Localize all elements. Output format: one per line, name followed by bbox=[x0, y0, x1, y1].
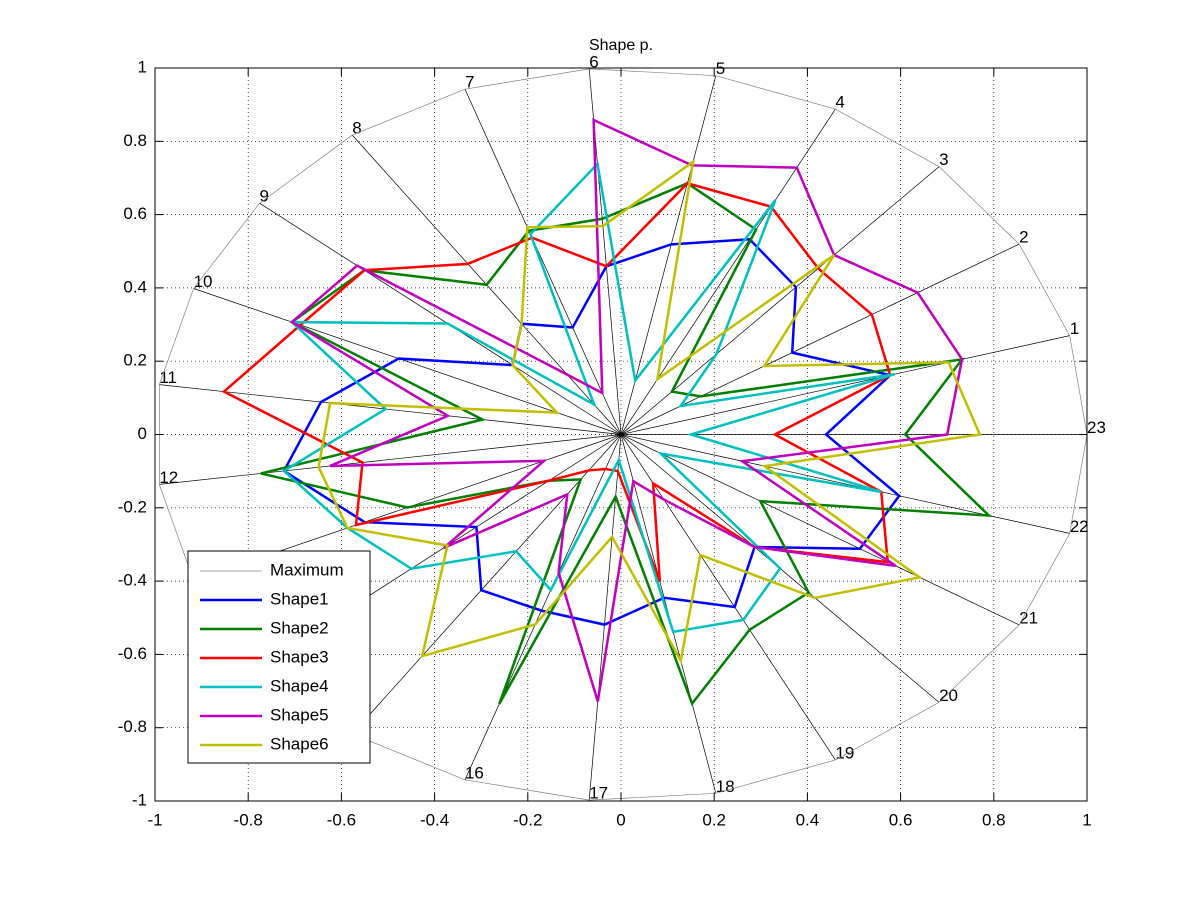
spoke-label: 9 bbox=[260, 187, 269, 206]
x-tick-label: 0.2 bbox=[702, 810, 726, 829]
legend: Maximum Shape1 Shape2 Shape3 Shape4 Shape5 Sha… bbox=[187, 550, 371, 764]
y-tick-label: 0.4 bbox=[123, 277, 147, 296]
legend-label: Maximum bbox=[270, 560, 344, 579]
spoke-label: 16 bbox=[465, 763, 484, 782]
y-tick-label: 0.6 bbox=[123, 204, 147, 223]
series-line bbox=[289, 118, 964, 702]
series-line bbox=[281, 161, 896, 634]
legend-label: Shape4 bbox=[270, 676, 329, 695]
y-tick-label: -0.2 bbox=[118, 497, 147, 516]
spoke bbox=[193, 288, 622, 435]
series-line bbox=[317, 159, 982, 665]
spoke-label: 6 bbox=[589, 52, 598, 71]
x-tick-label: -0.6 bbox=[327, 810, 356, 829]
plot-area: 1234567891011121314151617181920212223 bbox=[158, 52, 1106, 803]
legend-label: Shape6 bbox=[270, 734, 329, 753]
spoke-label: 19 bbox=[835, 743, 854, 762]
spoke-label: 22 bbox=[1070, 517, 1089, 536]
spoke bbox=[259, 202, 622, 435]
x-tick-label: -1 bbox=[147, 810, 162, 829]
chart-title: Shape p. bbox=[589, 37, 653, 54]
series-line bbox=[282, 237, 901, 626]
spoke-label: 21 bbox=[1019, 608, 1038, 627]
spoke bbox=[352, 434, 622, 735]
x-tick-label: 0.8 bbox=[982, 810, 1006, 829]
spoke-label: 20 bbox=[939, 686, 958, 705]
spoke-label: 1 bbox=[1070, 319, 1079, 338]
spoke bbox=[620, 75, 717, 435]
spoke-label: 17 bbox=[589, 784, 608, 803]
x-tick-label: 0.6 bbox=[889, 810, 913, 829]
x-tick-label: 0 bbox=[616, 810, 625, 829]
series-line bbox=[158, 68, 1088, 801]
spoke bbox=[464, 434, 622, 780]
spoke bbox=[620, 335, 1070, 435]
spoke-label: 3 bbox=[939, 150, 948, 169]
spoke bbox=[620, 434, 1070, 534]
legend-label: Shape2 bbox=[270, 618, 329, 637]
spoke-label: 23 bbox=[1087, 418, 1106, 437]
x-tick-label: -0.2 bbox=[513, 810, 542, 829]
spoke-label: 7 bbox=[465, 73, 474, 92]
spoke-label: 12 bbox=[159, 468, 178, 487]
spoke-label: 4 bbox=[835, 93, 844, 112]
y-tick-label: -0.6 bbox=[118, 644, 147, 663]
spoke bbox=[620, 434, 836, 761]
legend-label: Shape5 bbox=[270, 705, 329, 724]
spoke-label: 5 bbox=[716, 59, 725, 78]
legend-label: Shape3 bbox=[270, 647, 329, 666]
x-tick-label: 0.4 bbox=[796, 810, 820, 829]
legend-label: Shape1 bbox=[270, 589, 329, 608]
x-tick-label: -0.8 bbox=[234, 810, 263, 829]
spoke bbox=[159, 434, 622, 485]
spoke bbox=[620, 434, 1020, 626]
spoke-label: 18 bbox=[716, 777, 735, 796]
x-tick-label: 1 bbox=[1082, 810, 1091, 829]
y-tick-label: 0.8 bbox=[123, 131, 147, 150]
spoke bbox=[620, 243, 1020, 435]
spoke-label: 8 bbox=[352, 119, 361, 138]
spoke-label: 10 bbox=[194, 272, 213, 291]
spoke bbox=[464, 89, 622, 435]
y-tick-label: -1 bbox=[132, 790, 147, 809]
y-tick-label: -0.8 bbox=[118, 717, 147, 736]
series-line bbox=[260, 181, 993, 707]
y-tick-label: 1 bbox=[138, 57, 147, 76]
y-tick-label: 0 bbox=[138, 424, 147, 443]
ticks: -1 -0.8 -0.6 -0.4 -0.2 0 0.2 0.4 0.6 0.8 1 -1 -0.8 -0… bbox=[118, 57, 1092, 829]
y-tick-label: -0.4 bbox=[118, 571, 147, 590]
y-tick-label: 0.2 bbox=[123, 351, 147, 370]
x-tick-label: -0.4 bbox=[420, 810, 449, 829]
spoke-label: 2 bbox=[1019, 228, 1028, 247]
spoke bbox=[159, 384, 622, 435]
